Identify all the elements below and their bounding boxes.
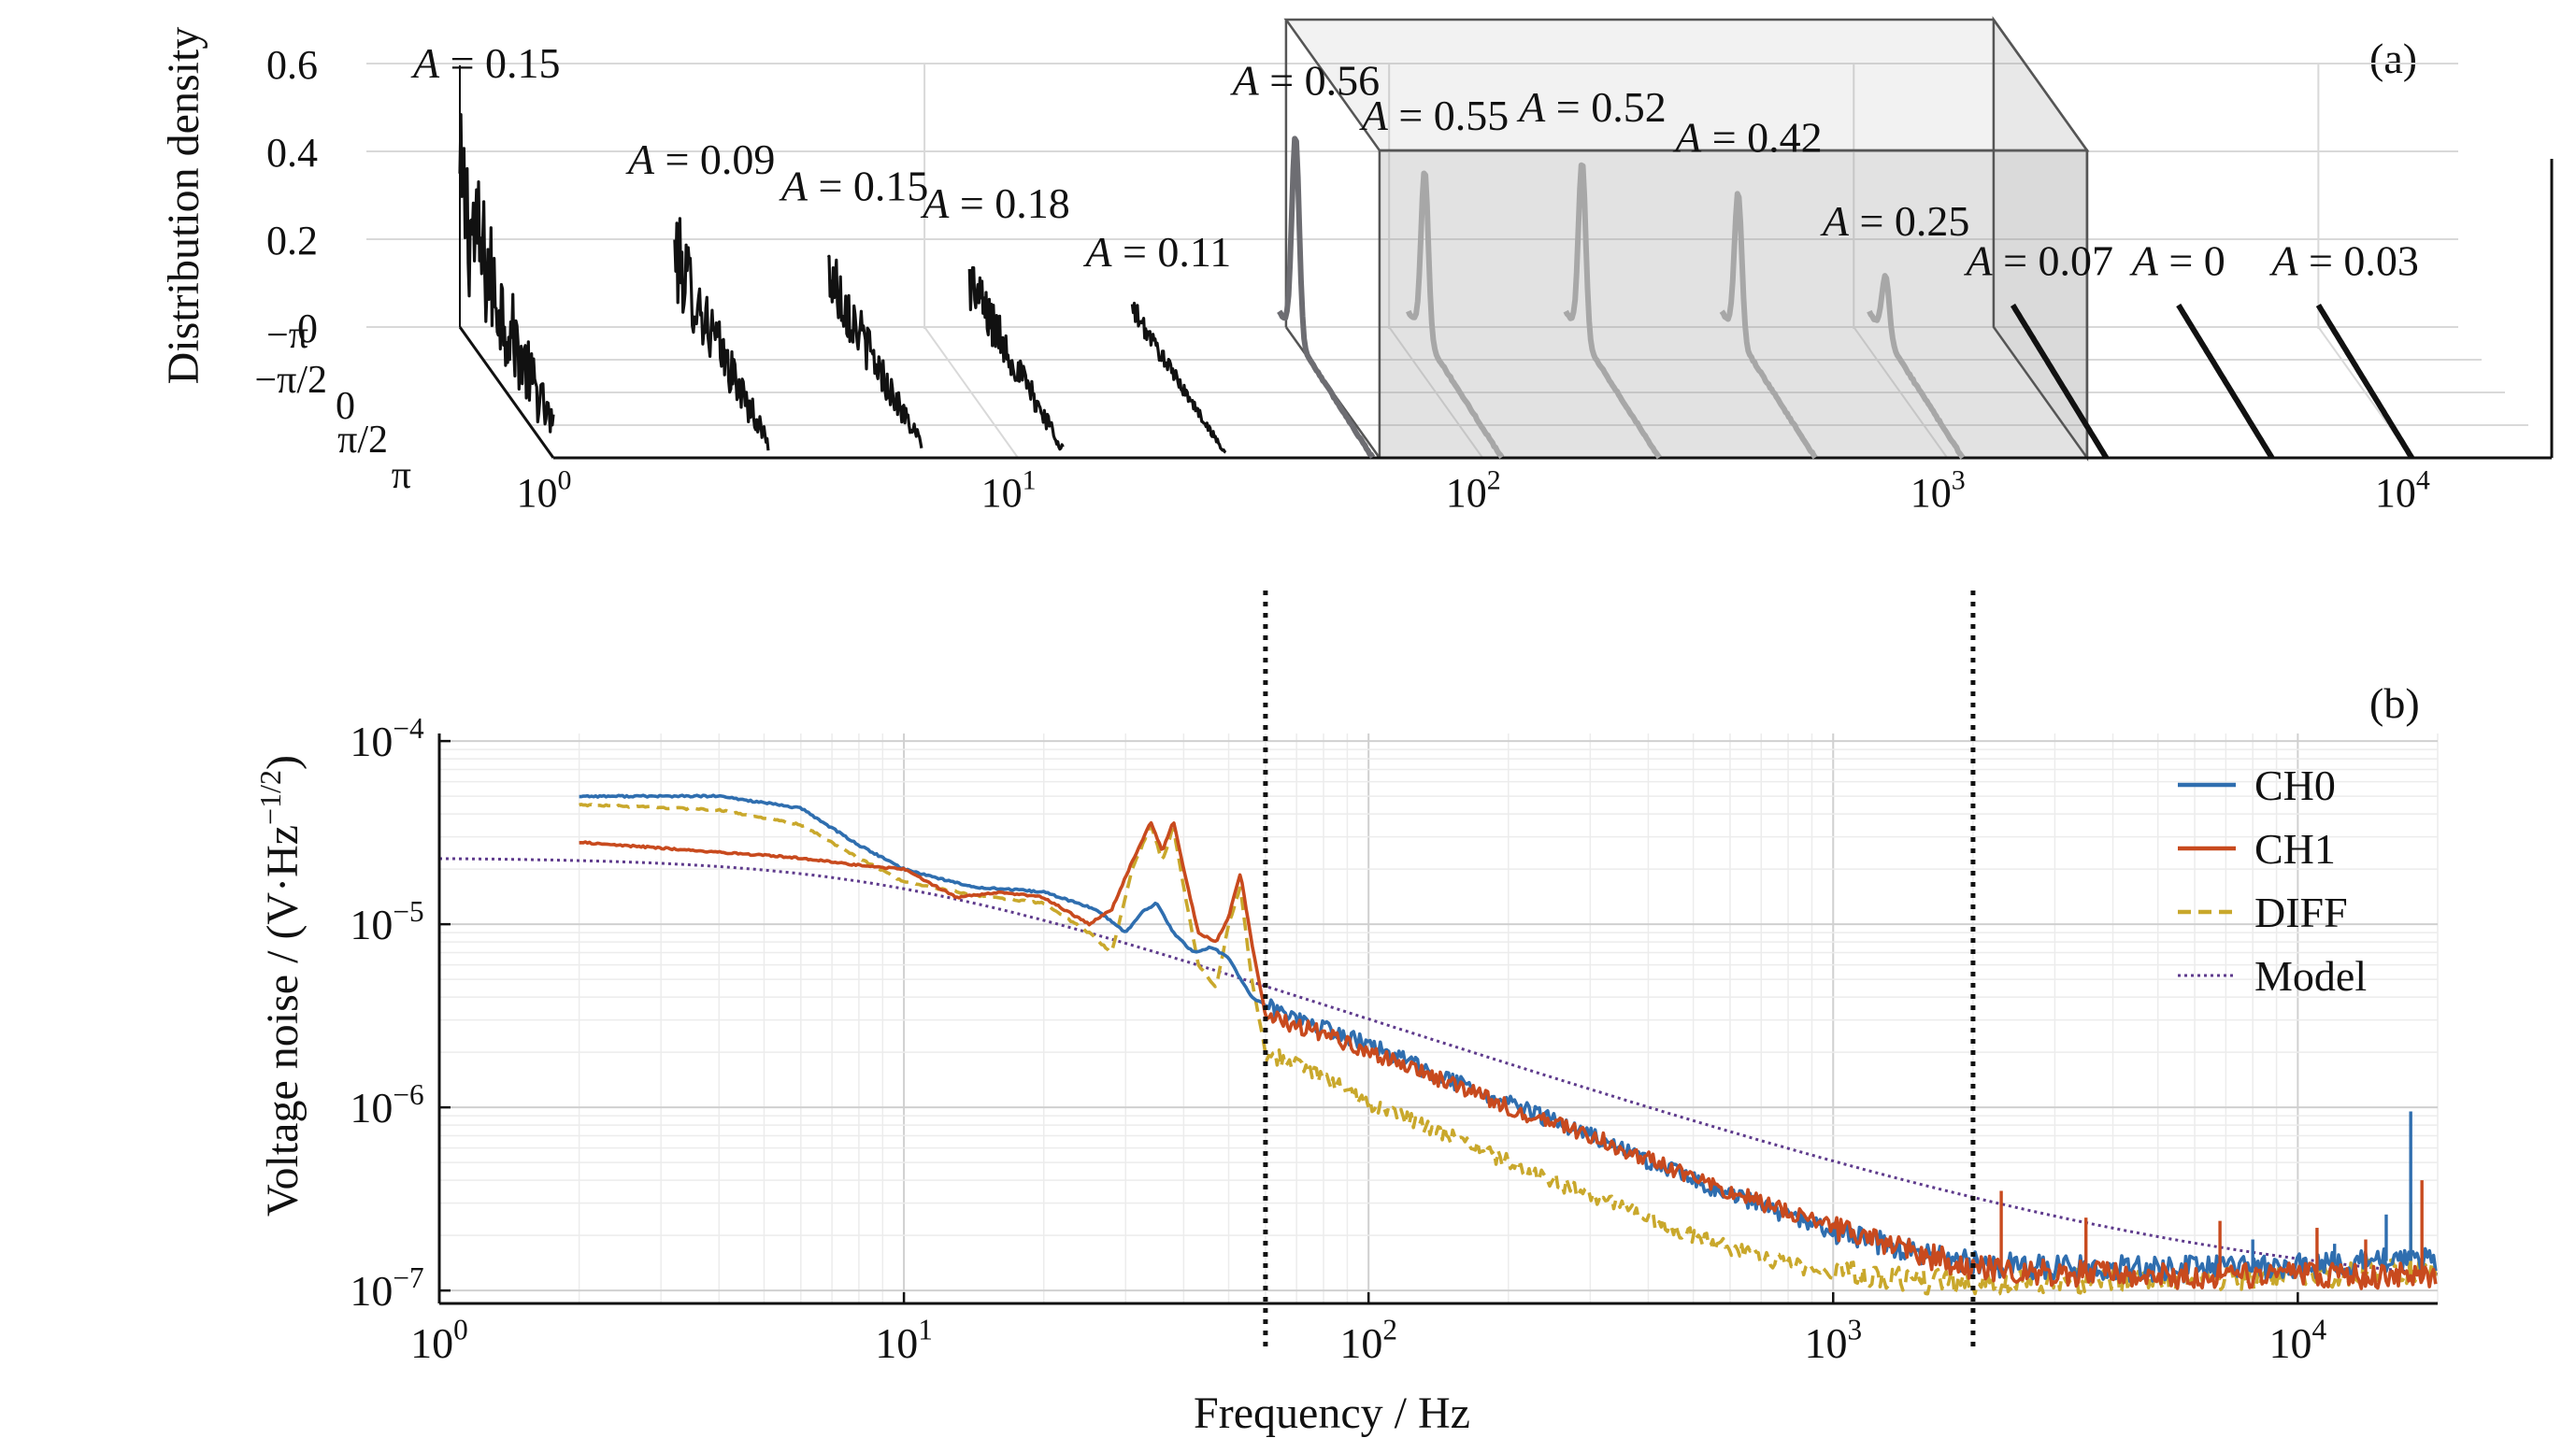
- amplitude-label: A = 0.25: [1820, 197, 1970, 245]
- amplitude-label: A = 0: [2129, 236, 2225, 284]
- frequency-tick-label: 104: [2375, 465, 2430, 516]
- amplitude-label: A = 0.56: [1230, 57, 1381, 105]
- legend-label-ch0: CH0: [2254, 762, 2336, 809]
- amplitude-label: A = 0.18: [920, 179, 1070, 227]
- series-line-model: [438, 857, 2439, 1276]
- series-line-ch0: [579, 793, 2438, 1284]
- panel-a-ylabel: Distribution density: [159, 27, 208, 385]
- phase-tick-label: 0: [336, 385, 355, 428]
- distribution-curve: [1277, 135, 1376, 459]
- panel-b-xlabel: Frequency / Hz: [1194, 1388, 1470, 1438]
- density-tick-label: 0.4: [266, 130, 318, 176]
- x-tick-label: 102: [1339, 1314, 1397, 1367]
- distribution-curve: [1867, 273, 1966, 460]
- panel-a-label: (a): [2369, 35, 2417, 82]
- density-tick-label: 0.6: [266, 42, 318, 88]
- amplitude-label: A = 0.09: [625, 135, 776, 183]
- distribution-curve: [1406, 170, 1505, 459]
- phase-tick-label: −π: [266, 314, 308, 357]
- legend-label-ch1: CH1: [2254, 825, 2336, 873]
- x-tick-label: 101: [875, 1314, 933, 1367]
- panel-a-axes: [458, 65, 2554, 460]
- x-tick-label: 103: [1804, 1314, 1862, 1367]
- amplitude-label: A = 0.42: [1672, 114, 1823, 162]
- amplitude-label: A = 0.03: [2268, 236, 2419, 284]
- phase-tick-label: π/2: [337, 419, 388, 462]
- frequency-tick-label: 100: [517, 465, 572, 516]
- density-tick-label: 0: [297, 306, 318, 351]
- distribution-curve: [1719, 191, 1818, 460]
- amplitude-label: A = 0.15: [410, 39, 561, 87]
- distribution-curve: [967, 265, 1065, 451]
- legend: CH0 CH1 DIFF Model: [2178, 762, 2367, 1000]
- distribution-curve: [1130, 301, 1227, 454]
- distribution-curve: [2176, 303, 2275, 460]
- panel-a-3d-distributions: (a) Distribution density A = 0.15A = 0.0…: [159, 16, 2554, 516]
- distribution-curve: [826, 254, 923, 448]
- panel-a-ticks: 0.60.40.20−π−π/20π/2π 100 101 102 103 104: [254, 42, 2429, 516]
- y-tick-label: 10−4: [350, 712, 424, 765]
- band-marker-lines: [1263, 591, 1976, 1353]
- panel-b-ticks: 100 101 102 103 104 10−4 10−5 10−6 10−7: [350, 712, 2326, 1367]
- frequency-tick-label: 103: [1911, 465, 1966, 516]
- y-tick-label: 10−5: [350, 895, 423, 948]
- amplitude-label: A = 0.11: [1082, 228, 1231, 276]
- distribution-curve: [2010, 303, 2110, 460]
- panel-b-frame: [437, 733, 2438, 1305]
- panel-b-grid: [438, 733, 2439, 1303]
- panel-a-curves: A = 0.15A = 0.09A = 0.15A = 0.18A = 0.11…: [410, 39, 2419, 460]
- distribution-curve: [458, 112, 555, 434]
- amplitude-label: A = 0.07: [1963, 236, 2113, 284]
- phase-tick-label: −π/2: [254, 359, 327, 402]
- panel-b-ylabel: Voltage noise / (V·Hz−1/2): [253, 755, 308, 1217]
- series-line-diff: [579, 803, 2438, 1296]
- grid-line: [1388, 326, 1483, 459]
- phase-axis: [458, 326, 555, 459]
- distribution-curve: [2315, 303, 2414, 460]
- panel-b-series: [438, 793, 2439, 1296]
- panel-b-noise-spectrum: (b) Frequency / Hz Voltage noise / (V·Hz…: [253, 679, 2439, 1438]
- x-tick-label: 100: [410, 1314, 468, 1367]
- panel-b-label: (b): [2369, 679, 2420, 727]
- amplitude-label: A = 0.52: [1516, 83, 1667, 131]
- frequency-tick-label: 101: [981, 465, 1037, 516]
- y-tick-label: 10−7: [350, 1261, 423, 1315]
- x-tick-label: 104: [2269, 1314, 2327, 1367]
- legend-label-model: Model: [2254, 952, 2367, 1000]
- distribution-curve: [673, 217, 770, 451]
- series-line-ch1: [579, 820, 2438, 1290]
- legend-label-diff: DIFF: [2254, 889, 2348, 936]
- frequency-tick-label: 102: [1446, 465, 1501, 516]
- y-tick-label: 10−6: [350, 1078, 423, 1132]
- distribution-curve: [1563, 162, 1662, 460]
- grid-line: [923, 326, 1019, 459]
- amplitude-label: A = 0.15: [779, 162, 929, 209]
- density-tick-label: 0.2: [266, 218, 318, 263]
- amplitude-label: A = 0.55: [1359, 92, 1510, 139]
- highlight-box: [1283, 16, 2090, 462]
- phase-tick-label: π: [392, 454, 411, 497]
- grid-line: [1853, 326, 1949, 459]
